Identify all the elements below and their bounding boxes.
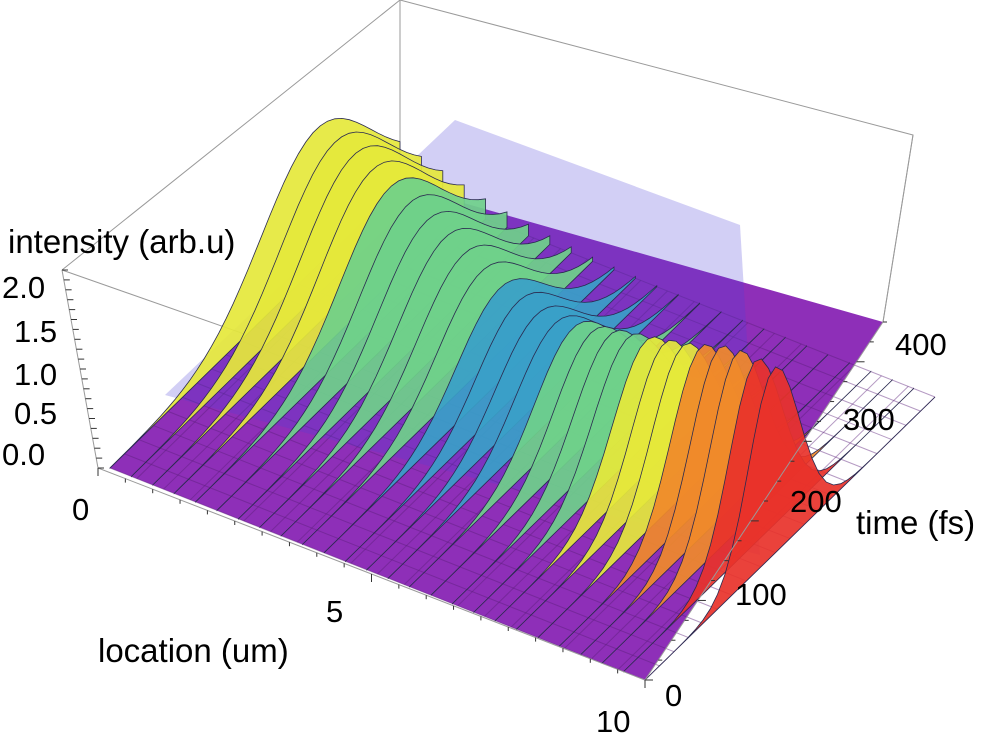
y-tick-label: 200 (790, 484, 842, 519)
floor-grid-line (167, 410, 704, 624)
z-tick-label: 0.0 (2, 437, 45, 472)
z-tick-label: 2.0 (2, 270, 45, 305)
y-tick-marks (645, 321, 887, 681)
z-axis-title: intensity (arb.u) (8, 223, 235, 260)
x-tick-marks (97, 468, 646, 688)
floor-grid-line (138, 439, 675, 653)
x-axis-title: location (um) (98, 632, 289, 669)
floor-grid-line (124, 453, 660, 667)
z-tick-marks (62, 269, 104, 469)
box-right-vertical (882, 134, 914, 323)
x-tick-label: 10 (596, 704, 630, 739)
z-tick-label: 1.5 (14, 314, 57, 349)
floor-grid-line (109, 467, 646, 681)
y-tick-label: 100 (735, 577, 787, 612)
y-tick-label: 400 (895, 327, 947, 362)
surface-ridge (644, 366, 936, 681)
z-tick-label: 1.0 (14, 357, 57, 392)
y-tick-label: 300 (843, 402, 895, 437)
y-axis-title: time (fs) (856, 504, 975, 541)
floor-grid-line (153, 425, 689, 639)
z-tick-label: 0.5 (14, 396, 57, 431)
ridge-group (109, 117, 936, 681)
y-tick-label: 0 (665, 678, 682, 713)
x-tick-label: 0 (72, 492, 89, 527)
x-tick-label: 5 (326, 594, 343, 629)
